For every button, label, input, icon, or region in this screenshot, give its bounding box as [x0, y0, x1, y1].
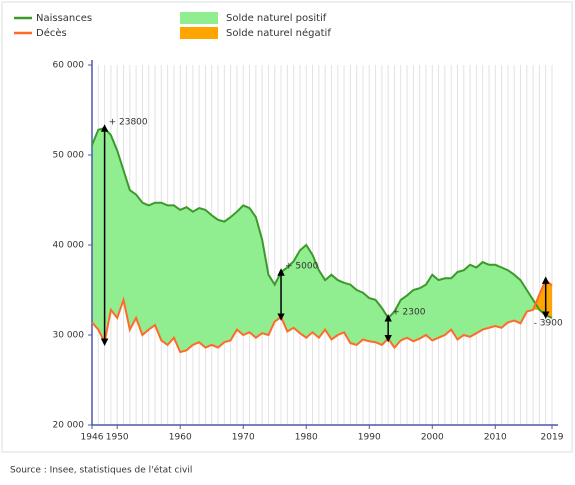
- x-tick-label: 1946: [81, 433, 104, 443]
- x-tick-label: 1970: [232, 433, 255, 443]
- x-tick-label: 2010: [484, 433, 507, 443]
- legend-label: Solde naturel négatif: [226, 27, 331, 39]
- series-line: [91, 278, 553, 354]
- legend-label: Naissances: [36, 13, 92, 24]
- y-tick-label: 60 000: [53, 61, 85, 71]
- legend-swatch: [180, 27, 218, 39]
- x-tick-label: 1980: [295, 433, 318, 443]
- annotation-label: + 5000: [285, 262, 319, 272]
- x-tick-label: 1960: [169, 433, 192, 443]
- legend-label: Solde naturel positif: [226, 13, 327, 24]
- source: Source : Insee, statistiques de l'état c…: [10, 465, 192, 476]
- x-tick-label: 2000: [421, 433, 444, 443]
- y-tick-label: 50 000: [53, 151, 85, 161]
- legend-swatch: [180, 12, 218, 24]
- x-tick-label: 1990: [358, 433, 381, 443]
- y-tick-label: 40 000: [53, 241, 85, 251]
- legend-label: Décès: [36, 27, 67, 39]
- annotation-label: + 2300: [392, 307, 426, 317]
- annotation-label: - 3900: [534, 319, 563, 329]
- y-tick-label: 20 000: [53, 421, 85, 431]
- x-tick-label: 1950: [106, 433, 129, 443]
- y-tick-label: 30 000: [53, 331, 85, 341]
- x-tick-label: 2019: [541, 433, 564, 443]
- positive-fill: [92, 128, 552, 353]
- series-line: [91, 126, 553, 320]
- annotation-label: + 23800: [109, 118, 148, 128]
